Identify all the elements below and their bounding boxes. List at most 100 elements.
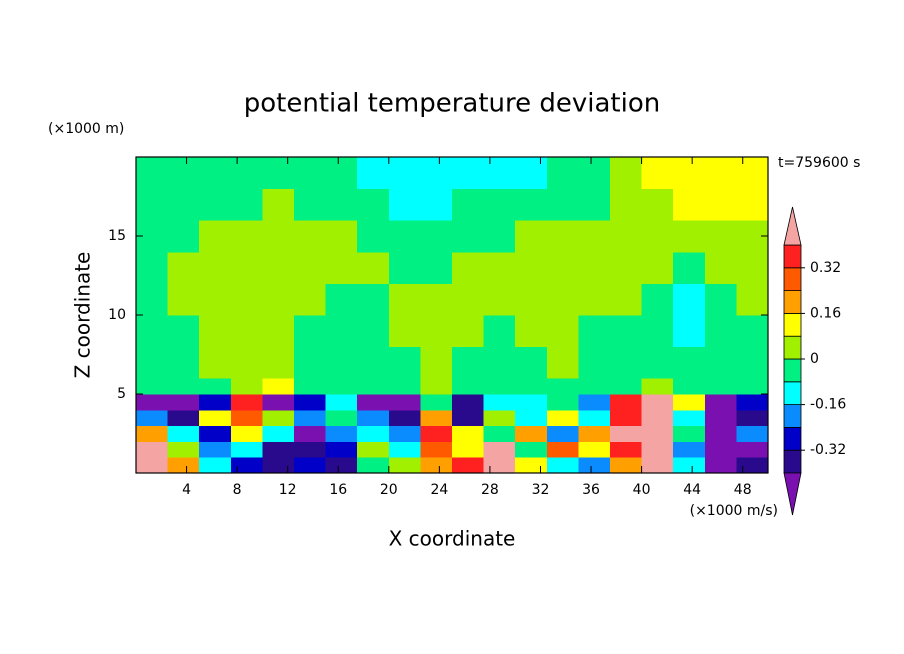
contour-cell xyxy=(578,346,611,379)
contour-cell xyxy=(167,157,200,190)
contour-cell xyxy=(420,283,453,316)
y-unit: (×1000 m) xyxy=(48,121,124,137)
contour-cell xyxy=(357,457,390,474)
contour-cell xyxy=(673,378,706,395)
contour-cell xyxy=(420,188,453,221)
contour-cell xyxy=(199,346,232,379)
contour-cell xyxy=(673,425,706,442)
contour-cell xyxy=(167,315,200,348)
contour-cell xyxy=(230,457,263,474)
contour-cell xyxy=(546,220,579,253)
contour-cell xyxy=(294,283,327,316)
contour-cell xyxy=(136,188,169,221)
contour-cell xyxy=(673,157,706,190)
contour-cell xyxy=(262,457,295,474)
contour-cell xyxy=(704,457,737,474)
contour-cell xyxy=(736,251,769,284)
contour-cell xyxy=(167,394,200,411)
contour-cell xyxy=(578,394,611,411)
contour-cell xyxy=(515,346,548,379)
contour-cell xyxy=(452,283,485,316)
contour-cell xyxy=(262,425,295,442)
contour-cell xyxy=(325,157,358,190)
colorbar-segment xyxy=(783,290,802,314)
colorbar-segment xyxy=(783,449,802,474)
contour-cell xyxy=(388,251,421,284)
contour-cell xyxy=(420,346,453,379)
contour-cell xyxy=(230,188,263,221)
x-tick-label: 36 xyxy=(582,482,600,498)
contour-cell xyxy=(641,425,674,442)
contour-cell xyxy=(294,346,327,379)
contour-cell xyxy=(641,394,674,411)
contour-cell xyxy=(736,188,769,221)
contour-cell xyxy=(452,157,485,190)
contour-cell xyxy=(325,457,358,474)
contour-cell xyxy=(515,409,548,427)
contour-cell xyxy=(483,283,516,316)
contour-cell xyxy=(357,315,390,348)
contour-cell xyxy=(136,441,169,458)
contour-cell xyxy=(325,409,358,427)
colorbar-segment xyxy=(783,426,802,451)
contour-cell xyxy=(230,425,263,442)
contour-cell xyxy=(420,220,453,253)
contour-cell xyxy=(357,220,390,253)
y-tick-label: 10 xyxy=(108,307,126,323)
contour-cell xyxy=(420,315,453,348)
contour-cell xyxy=(294,394,327,411)
contour-cell xyxy=(167,441,200,458)
contour-cell xyxy=(230,346,263,379)
contour-cell xyxy=(230,157,263,190)
contour-cell xyxy=(325,251,358,284)
colorbar-segment xyxy=(783,267,802,291)
contour-cell xyxy=(578,457,611,474)
contour-cell xyxy=(483,441,516,458)
contour-cell xyxy=(357,441,390,458)
contour-cell xyxy=(452,188,485,221)
x-tick-label: 32 xyxy=(532,482,550,498)
contour-cell xyxy=(420,157,453,190)
contour-cell xyxy=(610,425,643,442)
contour-cell xyxy=(641,409,674,427)
contour-cell xyxy=(136,409,169,427)
contour-cell xyxy=(641,157,674,190)
contour-cell xyxy=(294,441,327,458)
contour-cell xyxy=(610,283,643,316)
colorbar-segment xyxy=(783,312,802,337)
contour-cell xyxy=(357,409,390,427)
contour-cell xyxy=(483,251,516,284)
contour-cell xyxy=(136,157,169,190)
contour-cell xyxy=(704,157,737,190)
contour-cell xyxy=(199,394,232,411)
contour-cell xyxy=(357,188,390,221)
contour-cell xyxy=(483,425,516,442)
x-tick-label: 28 xyxy=(481,482,499,498)
contour-cell xyxy=(167,346,200,379)
contour-cell xyxy=(578,251,611,284)
contour-cell xyxy=(420,425,453,442)
contour-cell xyxy=(641,220,674,253)
contour-cell xyxy=(673,394,706,411)
contour-cell xyxy=(610,251,643,284)
contour-cell xyxy=(230,251,263,284)
contour-cell xyxy=(673,315,706,348)
contour-cell xyxy=(704,394,737,411)
contour-cell xyxy=(262,157,295,190)
contour-cell xyxy=(325,220,358,253)
contour-cell xyxy=(294,315,327,348)
contour-cell xyxy=(262,251,295,284)
contour-cell xyxy=(452,251,485,284)
contour-cell xyxy=(578,425,611,442)
contour-cell xyxy=(546,441,579,458)
contour-cell xyxy=(736,283,769,316)
colorbar-segment xyxy=(783,404,802,428)
contour-cell xyxy=(610,315,643,348)
contour-cell xyxy=(546,283,579,316)
contour-cell xyxy=(452,220,485,253)
contour-cell xyxy=(262,188,295,221)
contour-cell xyxy=(610,346,643,379)
contour-cell xyxy=(673,283,706,316)
contour-cell xyxy=(546,394,579,411)
